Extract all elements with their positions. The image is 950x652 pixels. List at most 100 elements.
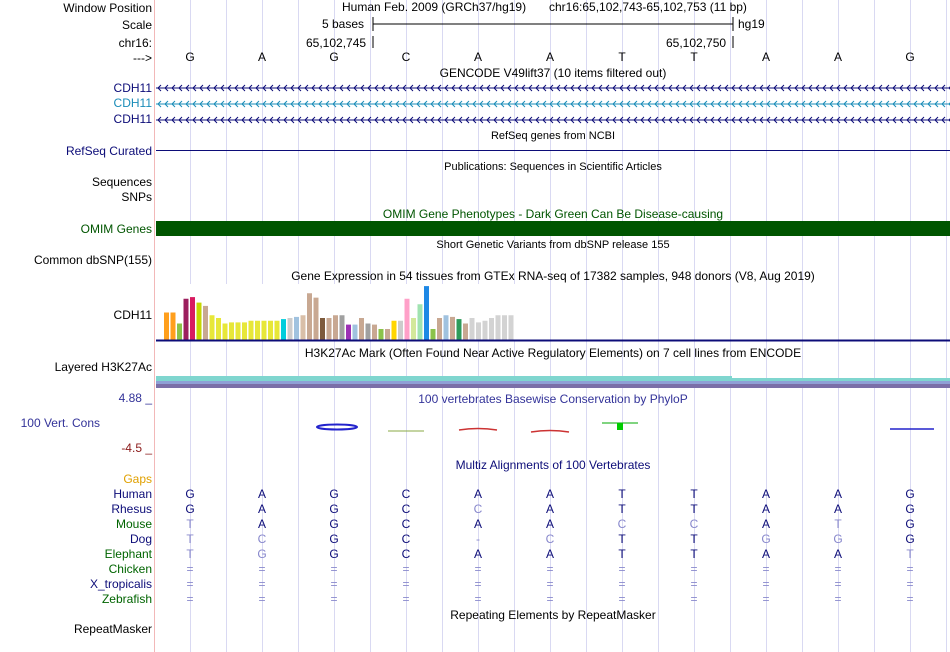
h3k27ac-signal[interactable] [156, 374, 950, 390]
alignment-base: G [185, 502, 195, 516]
alignment-base: T [618, 502, 626, 516]
alignment-base: = [834, 577, 842, 591]
gtex-bar [346, 324, 351, 340]
gtex-bar [287, 318, 293, 340]
omim-gene-bar[interactable] [156, 221, 950, 236]
alignment-base: G [833, 532, 843, 546]
alignment-base: A [545, 487, 554, 501]
alignment-base: G [185, 487, 195, 501]
coord-right: 65,102,750 [666, 36, 727, 50]
track-image[interactable]: Human Feb. 2009 (GRCh37/hg19) chr16:65,1… [156, 0, 950, 652]
repeatmasker-label[interactable]: RepeatMasker [73, 622, 152, 636]
species-label[interactable]: Elephant [104, 547, 152, 561]
alignment-base: T [186, 547, 194, 561]
h3k27ac-label[interactable]: Layered H3K27Ac [54, 360, 152, 374]
gtex-bar [300, 315, 306, 340]
gtex-bar [261, 320, 267, 340]
assembly-text: Human Feb. 2009 (GRCh37/hg19) [342, 0, 527, 14]
alignment-base: T [906, 547, 914, 561]
alignment-base: C [401, 487, 411, 501]
alignment-base: A [761, 502, 770, 516]
gencode-item-label-3[interactable]: CDH11 [113, 112, 152, 126]
gtex-bar [476, 322, 481, 340]
refseq-label[interactable]: RefSeq Curated [65, 144, 152, 158]
species-label[interactable]: Rhesus [111, 502, 152, 516]
ref-base: A [545, 50, 554, 64]
gtex-bar [359, 318, 364, 340]
gtex-bar [183, 298, 189, 340]
alignment-base: = [762, 562, 770, 576]
phylop-signal[interactable] [156, 415, 950, 435]
ref-base: T [690, 50, 698, 64]
alignment-base: G [329, 517, 339, 531]
gencode-item-label-2[interactable]: CDH11 [113, 96, 152, 110]
alignment-base: = [906, 577, 914, 591]
species-label[interactable]: Zebrafish [101, 592, 152, 606]
alignment-base: C [401, 547, 411, 561]
phylop-mark-4 [530, 429, 570, 433]
species-label[interactable]: Dog [129, 532, 152, 546]
species-label[interactable]: Mouse [115, 517, 152, 531]
omim-title: OMIM Gene Phenotypes - Dark Green Can Be… [382, 207, 724, 221]
publications-sequences-label[interactable]: Sequences [91, 175, 152, 189]
refseq-gene-line[interactable] [156, 150, 950, 151]
gtex-bar [502, 315, 507, 340]
gtex-chart[interactable] [156, 284, 950, 342]
alignment-base: G [761, 532, 771, 546]
gtex-bar [203, 305, 208, 340]
grid-line [622, 0, 623, 652]
species-label[interactable]: X_tropicalis [89, 577, 152, 591]
dbsnp-label[interactable]: Common dbSNP(155) [33, 253, 152, 267]
alignment-base: = [546, 577, 554, 591]
gencode-item-label-1[interactable]: CDH11 [113, 81, 152, 95]
scale-label: Scale [121, 18, 152, 32]
gtex-bar [307, 293, 312, 340]
species-label[interactable]: Chicken [108, 562, 152, 576]
gtex-bar [190, 297, 195, 340]
alignment-base: A [761, 487, 770, 501]
gtex-bar [508, 315, 514, 340]
gencode-genes[interactable] [156, 80, 950, 124]
gtex-bar [398, 320, 403, 340]
alignment-base: = [330, 562, 338, 576]
omim-label[interactable]: OMIM Genes [80, 222, 152, 236]
publications-title: Publications: Sequences in Scientific Ar… [444, 161, 662, 173]
gtex-bar [456, 319, 462, 340]
grid-line [658, 0, 659, 652]
species-label[interactable]: Human [113, 487, 152, 501]
alignment-base: T [834, 517, 842, 531]
window-position-label: Window Position [63, 1, 152, 15]
alignment-base: C [401, 502, 411, 516]
track-labels: Window Position Scale chr16: ---> CDH11 … [0, 0, 154, 652]
h3k27ac-layer-blue [156, 381, 950, 384]
grid-line [550, 0, 551, 652]
phylop-label[interactable]: 100 Vert. Cons [20, 416, 100, 430]
h3k27ac-layer-teal-low [732, 378, 950, 381]
alignment-base: = [834, 592, 842, 606]
grid-line [838, 0, 839, 652]
alignment-base: T [618, 532, 626, 546]
gtex-label[interactable]: CDH11 [113, 308, 152, 322]
alignment-base: = [402, 562, 410, 576]
h3k27ac-layer-teal [156, 376, 732, 381]
gtex-bar [313, 297, 319, 340]
gtex-bar [177, 323, 182, 340]
gtex-bar [430, 329, 436, 340]
alignment-base: G [329, 502, 339, 516]
gtex-bar [164, 312, 169, 340]
gtex-bar [450, 316, 455, 340]
ref-base: A [761, 50, 770, 64]
publications-snps-label[interactable]: SNPs [121, 190, 152, 204]
gtex-bar [385, 329, 390, 340]
alignment-base: = [402, 577, 410, 591]
gencode-gene-1 [156, 84, 950, 92]
phylop-blue-peak [316, 423, 358, 431]
gaps-label: Gaps [123, 472, 152, 486]
alignment-base: A [257, 487, 266, 501]
alignment-base: A [761, 517, 770, 531]
alignment-base: C [401, 532, 411, 546]
refseq-title: RefSeq genes from NCBI [490, 130, 616, 142]
alignment-base: = [258, 577, 266, 591]
alignment-base: A [833, 487, 842, 501]
alignment-base: A [761, 547, 770, 561]
